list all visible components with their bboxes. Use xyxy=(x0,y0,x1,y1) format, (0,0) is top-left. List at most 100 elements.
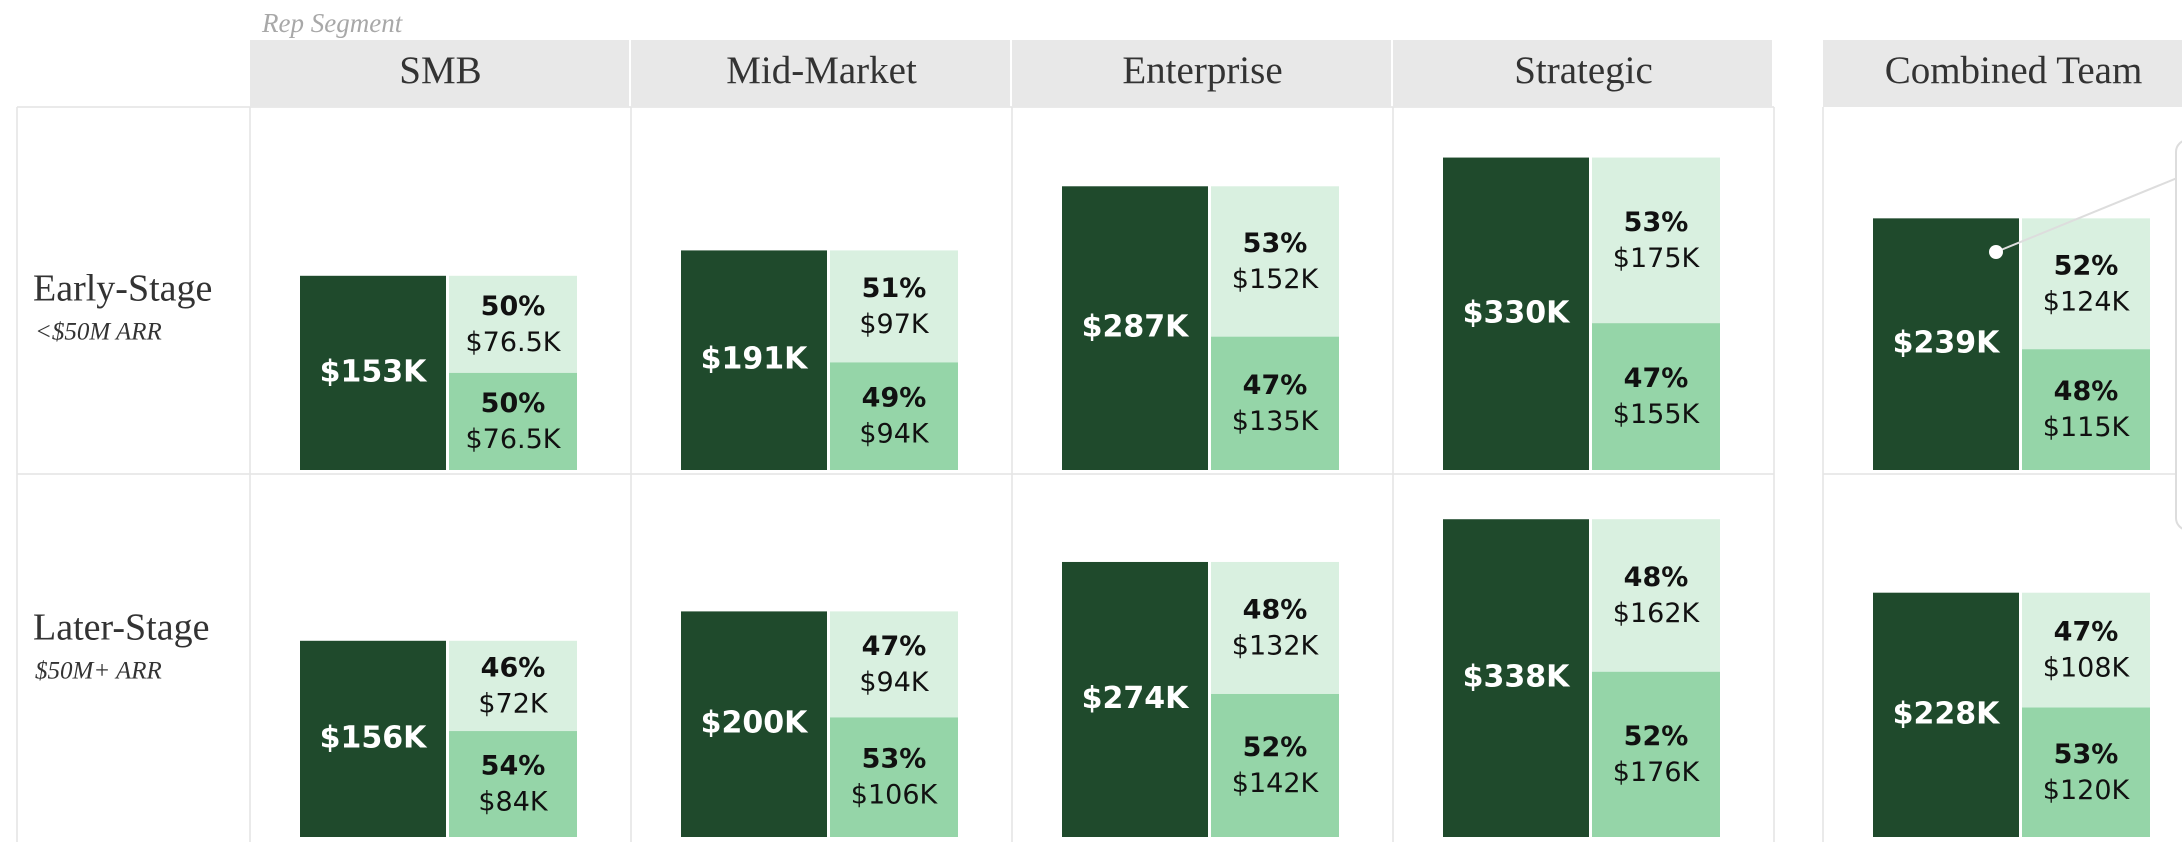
segment-value: $176K xyxy=(1613,757,1701,788)
total-bar xyxy=(1443,519,1589,837)
bottom-segment xyxy=(449,731,577,837)
segment-pct: 47% xyxy=(2054,617,2119,648)
segment-pct: 47% xyxy=(1243,370,1308,401)
top-segment xyxy=(2022,218,2150,350)
segment-value: $72K xyxy=(478,688,549,719)
segment-pct: 53% xyxy=(862,744,927,775)
segment-value: $132K xyxy=(1232,630,1320,661)
column-header xyxy=(1393,40,1772,107)
top-segment xyxy=(1592,519,1720,672)
segment-value: $106K xyxy=(851,780,939,811)
column-header-label: Enterprise xyxy=(1122,49,1282,92)
segment-value: $97K xyxy=(859,309,930,340)
segment-pct: 52% xyxy=(1624,721,1689,752)
column-header xyxy=(1823,40,2182,107)
total-label: $153K xyxy=(320,354,428,389)
bottom-segment xyxy=(1211,693,1339,837)
total-bar xyxy=(681,250,827,470)
segment-pct: 48% xyxy=(2054,376,2119,407)
total-bar xyxy=(1443,157,1589,470)
segment-pct: 53% xyxy=(1243,228,1308,259)
bottom-segment xyxy=(449,372,577,470)
column-header-label: Strategic xyxy=(1514,49,1653,92)
total-bar xyxy=(1873,592,2019,837)
segment-pct: 46% xyxy=(481,652,546,683)
total-label: $156K xyxy=(320,720,428,755)
column-header xyxy=(631,40,1010,107)
total-label: $338K xyxy=(1463,660,1571,695)
total-bar xyxy=(681,611,827,837)
segment-pct: 53% xyxy=(1624,207,1689,238)
segment-value: $76.5K xyxy=(465,424,561,455)
bottom-segment xyxy=(1592,323,1720,470)
segment-pct: 47% xyxy=(862,631,927,662)
column-header-label: Mid-Market xyxy=(726,49,917,92)
bottom-segment xyxy=(2022,707,2150,837)
segment-value: $152K xyxy=(1232,264,1320,295)
segment-value: $94K xyxy=(859,667,930,698)
total-label: $228K xyxy=(1893,696,2001,731)
total-label: $330K xyxy=(1463,295,1571,330)
segment-value: $142K xyxy=(1232,768,1320,799)
segment-pct: 49% xyxy=(862,383,927,414)
legend-title: Rep Segment xyxy=(261,8,404,38)
bottom-segment xyxy=(1592,671,1720,837)
column-header xyxy=(1012,40,1391,107)
segment-pct: 50% xyxy=(481,291,546,322)
row-sublabel: $50M+ ARR xyxy=(35,658,162,685)
total-label: $274K xyxy=(1082,681,1190,716)
segment-value: $155K xyxy=(1613,399,1701,430)
total-label: $239K xyxy=(1893,326,2001,361)
segment-pct: 50% xyxy=(481,388,546,419)
total-bar xyxy=(1062,561,1208,837)
top-segment xyxy=(1211,186,1339,337)
total-label: $200K xyxy=(701,706,809,741)
segment-value: $94K xyxy=(859,419,930,450)
total-label: $287K xyxy=(1082,310,1190,345)
segment-pct: 53% xyxy=(2054,739,2119,770)
bottom-segment xyxy=(830,362,958,470)
total-bar xyxy=(1873,218,2019,470)
top-segment xyxy=(830,611,958,718)
segment-pct: 48% xyxy=(1624,562,1689,593)
segment-pct: 48% xyxy=(1243,594,1308,625)
tooltip-edge xyxy=(2175,140,2182,530)
segment-value: $124K xyxy=(2043,286,2131,317)
tooltip-connector xyxy=(1995,175,2182,253)
column-header-label: SMB xyxy=(399,49,481,92)
top-segment xyxy=(830,250,958,363)
bottom-segment xyxy=(830,717,958,837)
segment-value: $84K xyxy=(478,787,549,818)
segment-pct: 51% xyxy=(862,273,927,304)
total-bar xyxy=(300,275,446,470)
segment-value: $76.5K xyxy=(465,327,561,358)
segment-value: $135K xyxy=(1232,406,1320,437)
tooltip-anchor xyxy=(1989,245,2003,259)
top-segment xyxy=(1592,157,1720,324)
segment-pct: 52% xyxy=(2054,250,2119,281)
total-label: $191K xyxy=(701,342,809,377)
row-sublabel: <$50M ARR xyxy=(35,319,162,346)
total-bar xyxy=(300,640,446,837)
segment-value: $120K xyxy=(2043,775,2131,806)
row-label: Later-Stage xyxy=(33,607,209,649)
column-header-label: Combined Team xyxy=(1885,49,2143,92)
bottom-segment xyxy=(1211,336,1339,470)
top-segment xyxy=(449,275,577,373)
segment-pct: 47% xyxy=(1624,363,1689,394)
segment-value: $162K xyxy=(1613,598,1701,629)
top-segment xyxy=(1211,561,1339,694)
segment-pct: 54% xyxy=(481,751,546,782)
segment-value: $108K xyxy=(2043,653,2131,684)
segment-value: $175K xyxy=(1613,243,1701,274)
top-segment xyxy=(449,640,577,732)
row-label: Early-Stage xyxy=(33,268,212,310)
total-bar xyxy=(1062,186,1208,470)
column-header xyxy=(250,40,629,107)
top-segment xyxy=(2022,592,2150,708)
bottom-segment xyxy=(2022,349,2150,470)
segment-pct: 52% xyxy=(1243,732,1308,763)
segment-value: $115K xyxy=(2043,412,2131,443)
